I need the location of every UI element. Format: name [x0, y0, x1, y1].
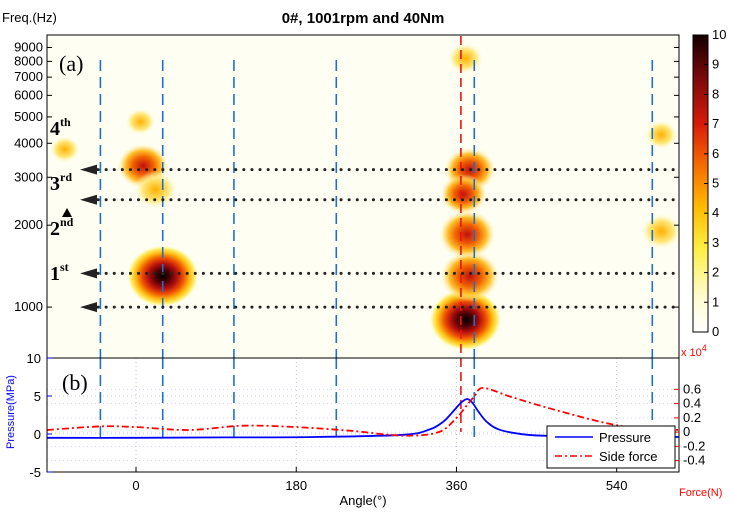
harmonic-label: 1st	[50, 260, 69, 285]
harmonic-dotted-lines	[80, 164, 681, 313]
x-tick-label-angle: 540	[606, 478, 628, 493]
y-tick-label: 9000	[14, 39, 43, 54]
hotspot	[125, 108, 156, 136]
colorbar-tick-label: 9	[712, 57, 719, 72]
hotspot	[438, 209, 496, 259]
hotspot	[126, 245, 199, 308]
y2-axis-exponent: x 104	[681, 343, 707, 359]
colorbar-tick-label: 2	[712, 265, 719, 280]
colorbar-tick-label: 6	[712, 146, 719, 161]
legend-label-pressure: Pressure	[599, 430, 651, 445]
colorbar-tick-label: 0	[712, 324, 719, 339]
hotspot	[429, 288, 502, 351]
colorbar-tick-label: 4	[712, 205, 719, 220]
harmonic-arrow	[80, 302, 97, 313]
y2-tick-label-force: -0.4	[683, 453, 705, 468]
y2-tick-label-force: 0	[683, 424, 690, 439]
y-tick-label-pressure: 10	[27, 351, 41, 366]
y-axis-label-pressure: Pressure(MPa)	[5, 375, 17, 449]
harmonic-labels: 1st 2nd 3rd 4th	[50, 115, 74, 285]
harmonic-up-arrow	[62, 208, 72, 217]
hotspot	[640, 213, 679, 250]
y2-tick-label-force: -0.2	[683, 438, 705, 453]
legend-box	[546, 425, 676, 469]
y2-axis-label-force: Force(N)	[679, 487, 722, 499]
y-tick-label: 4000	[14, 135, 43, 150]
harmonic-arrow	[80, 164, 97, 175]
colorbar-ticks: 0 1 2 3 4 5 6 7 8 9 10	[704, 27, 726, 339]
colorbar-tick-label: 10	[712, 27, 726, 42]
harmonic-arrow	[80, 268, 97, 279]
y-tick-label: 8000	[14, 53, 43, 68]
y-tick-label-pressure: 5	[34, 389, 41, 404]
colorbar-tick-label: 3	[712, 235, 719, 250]
x-tick-label-angle: 0	[132, 478, 139, 493]
x-tick-label-angle: 180	[285, 478, 307, 493]
y2-tick-label-force: 0.2	[683, 410, 701, 425]
harmonic-label: 2nd	[50, 215, 74, 240]
colorbar-tick-label: 7	[712, 116, 719, 131]
panel-label-b: (b)	[62, 370, 88, 395]
hotspot	[440, 174, 487, 215]
series-line-pressure	[47, 398, 679, 439]
y-axis-ticks-pressure: -5 0 5 10	[27, 351, 52, 480]
harmonic-label: 4th	[50, 115, 71, 140]
vertical-markers-b	[99, 358, 654, 440]
y2-tick-label-force: 0.6	[683, 381, 701, 396]
y-axis-label-freq: Freq.(Hz)	[2, 10, 57, 25]
y-tick-label-pressure: 0	[34, 427, 41, 442]
hotspot	[440, 250, 500, 302]
legend-label-side-force: Side force	[599, 449, 658, 464]
harmonic-label: 3rd	[50, 170, 72, 195]
series-line-side-force	[47, 386, 679, 437]
x-axis-label-angle: Angle(°)	[339, 493, 386, 508]
hotspot	[644, 120, 678, 150]
colorbar-tick-label: 5	[712, 176, 719, 191]
y2-tick-label-force: 0.4	[683, 396, 701, 411]
line-series	[47, 386, 679, 439]
y-tick-label: 5000	[14, 109, 43, 124]
hotspot	[133, 170, 178, 209]
hotspot	[447, 42, 484, 75]
hotspot	[49, 135, 81, 163]
colorbar-tick-label: 1	[712, 294, 719, 309]
y-tick-label-pressure: -5	[29, 465, 41, 480]
x-axis-ticks-angle: 0 180 360 540	[132, 467, 628, 493]
colorbar-tick-label: 8	[712, 86, 719, 101]
panel-label-a: (a)	[59, 51, 83, 76]
x-tick-label-angle: 360	[446, 478, 468, 493]
y-tick-label: 1000	[14, 299, 43, 314]
chart-title: 0#, 1001rpm and 40Nm	[282, 10, 445, 27]
y-tick-label: 6000	[14, 87, 43, 102]
line-plot-frame	[46, 357, 680, 473]
y-tick-label: 2000	[14, 217, 43, 232]
y-tick-label: 3000	[14, 169, 43, 184]
legend: Pressure Side force	[546, 425, 676, 469]
harmonic-arrow	[80, 194, 97, 205]
y-tick-label: 7000	[14, 69, 43, 84]
